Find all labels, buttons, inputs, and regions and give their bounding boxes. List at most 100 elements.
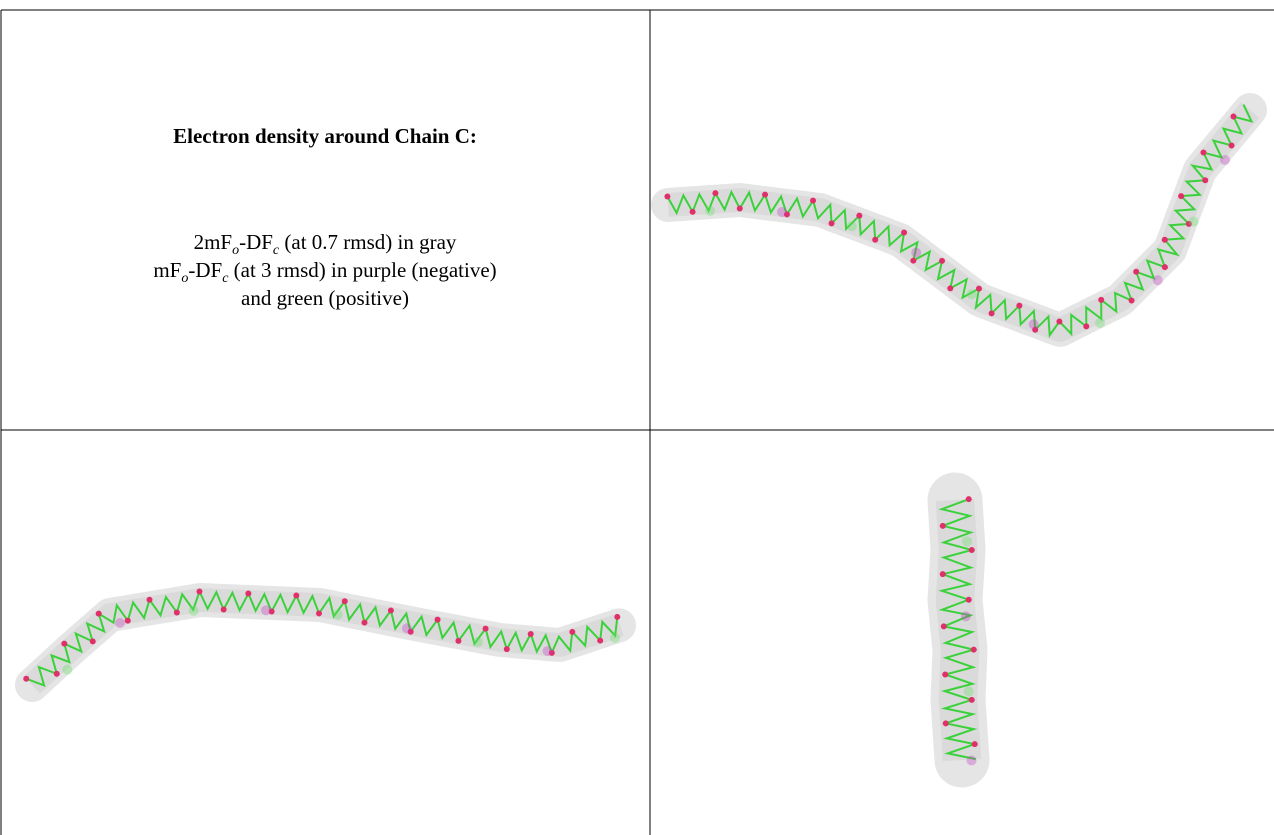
difference-density xyxy=(966,289,977,300)
oxygen-atom xyxy=(482,625,489,632)
difference-density xyxy=(1220,155,1230,165)
chain-bonds xyxy=(666,104,1254,339)
oxygen-atom xyxy=(53,670,60,677)
caption-title: Electron density around Chain C: xyxy=(173,124,477,148)
oxygen-atom xyxy=(939,571,946,578)
oxygen-atom xyxy=(455,637,462,644)
oxygen-atom xyxy=(245,590,252,597)
density-mesh xyxy=(935,489,982,772)
difference-density xyxy=(261,605,271,616)
oxygen-atom xyxy=(988,310,995,317)
difference-density xyxy=(542,646,553,657)
oxygen-atom xyxy=(1185,220,1192,227)
text: (at 3 rmsd) in purple (negative) xyxy=(228,258,497,282)
oxygen-atom xyxy=(910,257,917,264)
oxygen-atom xyxy=(947,285,954,292)
oxygen-atom xyxy=(124,617,131,624)
oxygen-atom xyxy=(1228,142,1235,149)
oxygen-atom xyxy=(942,720,949,727)
difference-density xyxy=(1028,319,1039,330)
difference-density xyxy=(1188,216,1199,227)
oxygen-atom xyxy=(361,619,368,626)
oxygen-atom xyxy=(783,211,790,218)
oxygen-atom xyxy=(1016,302,1023,309)
oxygen-atom xyxy=(970,646,977,653)
difference-density xyxy=(846,221,857,232)
chain-bonds xyxy=(938,498,979,761)
oxygen-atom xyxy=(968,547,975,553)
difference-density xyxy=(473,637,483,647)
density-mesh xyxy=(23,588,625,694)
text: (at 0.7 rmsd) in gray xyxy=(279,230,457,254)
oxygen-atom xyxy=(1230,113,1237,120)
oxygen-atom xyxy=(548,649,555,656)
subscript: c xyxy=(272,243,280,259)
oxygen-atom xyxy=(1161,264,1168,271)
oxygen-atom xyxy=(1178,193,1185,200)
oxygen-atom xyxy=(1200,149,1207,156)
oxygen-atom xyxy=(828,220,835,227)
oxygen-atom xyxy=(407,628,414,635)
subscript: c xyxy=(222,271,229,287)
oxygen-atom xyxy=(971,741,978,748)
oxygen-atom xyxy=(220,606,227,613)
oxygen-atom xyxy=(856,212,863,219)
oxygen-atom xyxy=(942,671,949,678)
difference-density xyxy=(1095,318,1105,328)
oxygen-atom xyxy=(762,191,769,198)
oxygen-atom xyxy=(315,610,322,617)
oxygen-atom xyxy=(146,596,153,603)
difference-density xyxy=(705,205,715,216)
oxygen-atom xyxy=(569,628,576,635)
oxygen-atom xyxy=(1056,318,1063,325)
oxygen-atom xyxy=(872,236,879,243)
oxygen-atom xyxy=(293,592,300,599)
oxygen-atom xyxy=(965,596,972,603)
caption-line: 2mFo-DFc (at 0.7 rmsd) in gray xyxy=(0,230,650,259)
subscript: o xyxy=(232,243,240,259)
oxygen-atom xyxy=(965,496,972,503)
oxygen-atom xyxy=(1098,296,1105,303)
difference-density xyxy=(911,247,922,258)
oxygen-atom xyxy=(196,588,203,595)
density-mesh xyxy=(927,472,990,788)
oxygen-atom xyxy=(434,616,441,623)
density-mesh xyxy=(664,102,1260,342)
oxygen-atom xyxy=(527,631,534,638)
difference-density xyxy=(963,686,974,697)
text: -DF xyxy=(239,230,273,254)
oxygen-atom xyxy=(939,257,946,264)
oxygen-atom xyxy=(614,613,621,620)
difference-density xyxy=(62,664,73,675)
oxygen-atom xyxy=(968,696,975,703)
oxygen-atom xyxy=(173,609,180,616)
oxygen-atom xyxy=(503,646,510,653)
oxygen-atom xyxy=(1202,177,1209,184)
oxygen-atom xyxy=(23,675,30,682)
text: 2mF xyxy=(193,230,233,254)
density-mesh xyxy=(15,583,637,702)
oxygen-atom xyxy=(1133,268,1140,275)
oxygen-atom xyxy=(939,522,946,529)
oxygen-atom xyxy=(940,623,947,630)
density-mesh xyxy=(651,93,1267,347)
caption-line: mFo-DFc (at 3 rmsd) in purple (negative) xyxy=(0,258,650,287)
difference-density xyxy=(115,618,125,628)
oxygen-atom xyxy=(268,608,275,615)
oxygen-atom xyxy=(664,193,671,200)
difference-density xyxy=(332,609,343,620)
oxygen-atom xyxy=(712,190,719,197)
oxygen-atom xyxy=(901,229,908,236)
oxygen-atom xyxy=(387,607,394,614)
difference-density xyxy=(610,633,620,643)
text: -DF xyxy=(188,258,223,282)
oxygen-atom xyxy=(689,208,696,215)
oxygen-atom xyxy=(736,205,743,212)
subscript: o xyxy=(181,271,189,287)
oxygen-atom xyxy=(341,598,348,605)
text: mF xyxy=(153,258,182,282)
oxygen-atom xyxy=(1032,326,1039,333)
difference-density xyxy=(401,623,412,634)
